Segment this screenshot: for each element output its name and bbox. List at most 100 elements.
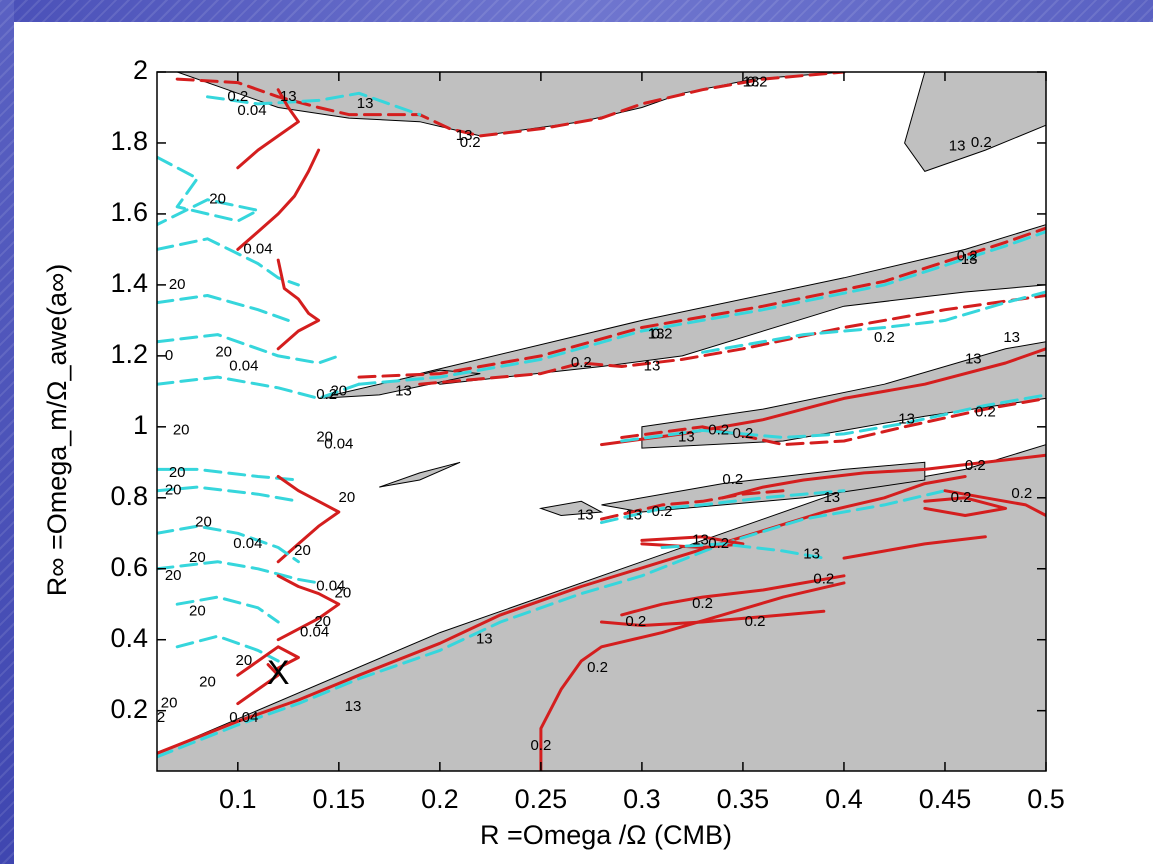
contour-label: 0.2: [652, 503, 673, 520]
contour-label: 13: [625, 506, 642, 523]
contour-line-red-4: [236, 88, 300, 170]
contour-label: 0.2: [971, 134, 992, 151]
x-tick-label: 0.35: [717, 784, 770, 814]
contour-line-cyan-15: [701, 290, 1046, 354]
contour-line-red-12: [357, 226, 1046, 379]
contour-line-red-0: [157, 475, 967, 755]
contour-label: 0.2: [951, 489, 972, 506]
contour-line-red-38: [236, 645, 300, 677]
contour-line-red-20: [600, 489, 785, 521]
contour-line-red-9: [276, 258, 321, 351]
slide-top-border: [0, 0, 1153, 22]
contour-label: 20: [294, 542, 311, 559]
contour-label: 0.2: [227, 88, 248, 105]
contour-label: 0.2: [747, 74, 768, 91]
contour-label: 20: [189, 602, 206, 619]
contour-label: 13: [692, 531, 709, 548]
contour-label: 20: [173, 421, 190, 438]
contour-line-red-26: [842, 535, 987, 560]
contour-line-cyan-13: [357, 230, 1046, 386]
y-axis-label: R∞ =Omega_m/Ω_awe(a∞): [42, 264, 72, 597]
contour-line-red-17: [620, 396, 1046, 447]
x-tick-label: 0.5: [1027, 784, 1065, 814]
contour-label: 0.2: [732, 425, 753, 442]
y-tick-label: 0.8: [110, 481, 148, 511]
contour-label: 20: [189, 549, 206, 566]
contour-label: 20: [339, 489, 356, 506]
contour-label: 20: [165, 567, 182, 584]
contour-line-cyan-34: [157, 560, 321, 585]
contour-label: 0: [165, 347, 173, 364]
contour-line-red-5: [236, 148, 321, 251]
contour-label: 0.2: [975, 404, 996, 421]
contour-line-cyan-8: [157, 294, 290, 322]
slide-left-border: [0, 0, 14, 864]
contour-label: 13: [577, 506, 594, 523]
contour-label: 0.04: [316, 577, 345, 594]
shaded-regions: [157, 72, 1046, 771]
x-tick-label: 0.45: [919, 784, 972, 814]
y-tick-label: 1.6: [110, 197, 148, 227]
contour-label: 13: [280, 88, 297, 105]
contour-label: 0.2: [652, 326, 673, 343]
contour-label: 13: [345, 698, 362, 715]
shaded-region-lower-wedge: [157, 444, 1046, 771]
contour-line-cyan-18: [620, 393, 1046, 443]
contour-line-red-28: [600, 609, 826, 627]
contour-label: 0.2: [745, 613, 766, 630]
contour-label: 13: [949, 137, 966, 154]
contour-label: 0.2: [316, 386, 337, 403]
contour-label: 13: [678, 428, 695, 445]
contour-label: 0.2: [708, 535, 729, 552]
contour-line-red-39: [236, 663, 280, 706]
contour-line-red-27: [620, 574, 846, 617]
contour-line-red-23: [923, 496, 1008, 517]
x-axis: 0.1 0.15 0.2 0.25 0.3 0.35 0.4 0.45 0.5: [219, 72, 1065, 814]
contour-label: 0.2: [587, 659, 608, 676]
contour-label: 0.04: [300, 624, 329, 641]
y-tick-label: 0.4: [110, 623, 148, 653]
contour-label: 0.2: [957, 247, 978, 264]
contour-line-red-2: [175, 72, 846, 138]
contour-label: 13: [743, 74, 760, 91]
y-tick-label: 1.4: [110, 268, 148, 298]
contour-label: 13: [476, 631, 493, 648]
contour-line-red-35: [276, 574, 341, 642]
y-axis: 0.2 0.4 0.6 0.8 1 1.2 1.4 1.6 1.8 2: [110, 55, 1046, 724]
shaded-region-diagonal-band-2: [641, 341, 1046, 449]
contour-label: 20: [330, 382, 347, 399]
y-tick-label: 1.8: [110, 126, 148, 156]
contour-lines: [157, 72, 1046, 771]
shaded-region-upper-right: [904, 72, 1046, 172]
contour-label: 0.2: [530, 737, 551, 754]
contour-label: 13: [456, 127, 473, 144]
contour-line-red-29: [539, 581, 846, 771]
contour-label: 13: [961, 251, 978, 268]
contour-label: 13: [803, 546, 820, 563]
contour-line-cyan-6: [157, 155, 260, 227]
contour-label: 13: [965, 350, 982, 367]
x-tick-label: 0.3: [623, 784, 661, 814]
contour-line-cyan-10: [157, 333, 341, 365]
shaded-region-island-3: [538, 500, 604, 517]
contour-label: 0.2: [813, 570, 834, 587]
contour-label: 0.2: [708, 421, 729, 438]
x-tick-label: 0.25: [515, 784, 568, 814]
contour-line-cyan-21: [600, 489, 846, 525]
contour-label: 0.2: [625, 613, 646, 630]
contour-label: 0.2: [571, 354, 592, 371]
contour-line-cyan-1: [157, 489, 947, 759]
contour-line-cyan-25: [660, 542, 826, 560]
contour-label: 20: [314, 613, 331, 630]
y-tick-label: 0.6: [110, 552, 148, 582]
contour-label: 20: [169, 464, 186, 481]
contour-label: 20: [195, 514, 212, 531]
contour-label: 0.2: [722, 471, 743, 488]
contour-label: 13: [648, 326, 665, 343]
contour-label: 0.04: [237, 102, 266, 119]
contour-label: 0.2: [874, 329, 895, 346]
contour-label: 0.2: [1011, 485, 1032, 502]
contour-line-red-19: [721, 453, 1046, 500]
contour-line-red-22: [943, 489, 1046, 517]
contour-label: 13: [898, 411, 915, 428]
